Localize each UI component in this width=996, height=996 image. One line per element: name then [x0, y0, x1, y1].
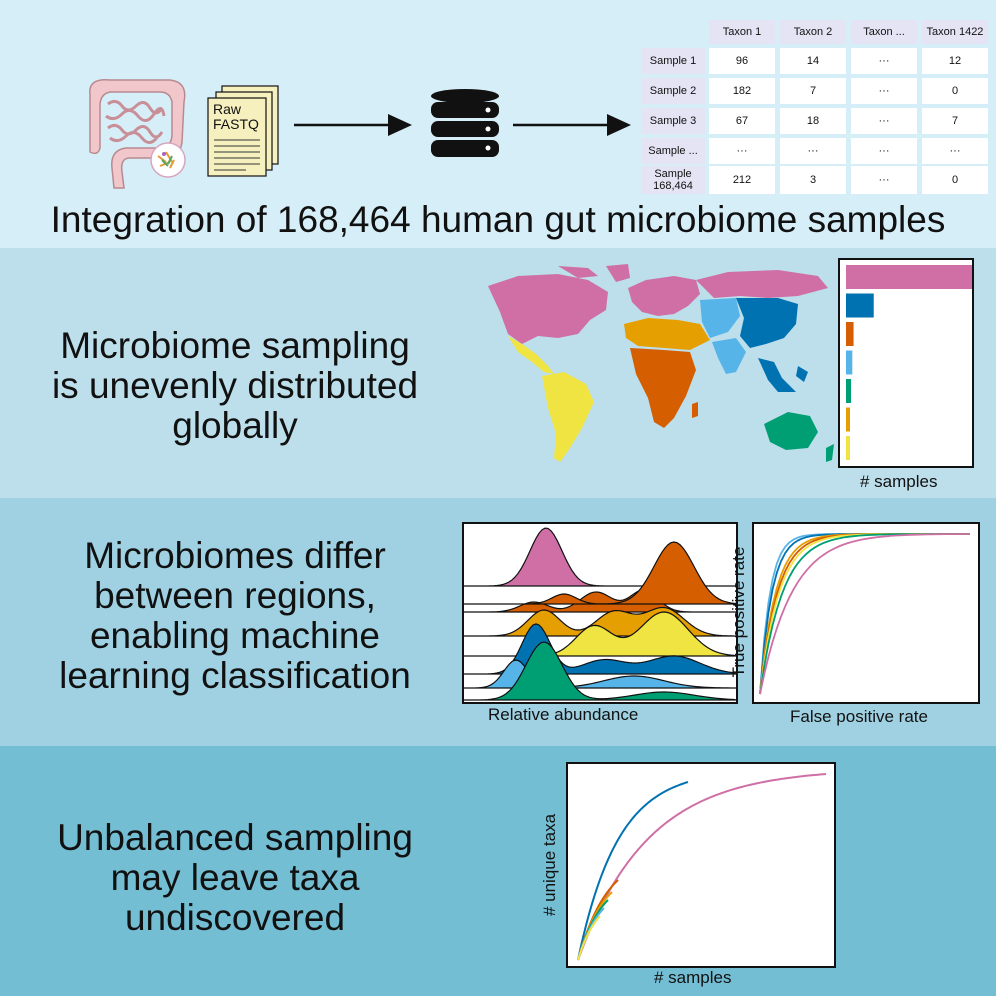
bar: [846, 293, 874, 318]
rarefaction-curve: [577, 781, 689, 961]
database-icon: [431, 89, 499, 157]
table-cell: 12: [922, 48, 988, 74]
rarefaction-ylabel: # unique taxa: [540, 813, 559, 917]
roc-ylabel: True positive rate: [729, 546, 748, 678]
table-row-header: Sample ...: [641, 138, 705, 164]
ridgeline-chart: [462, 522, 739, 704]
ridge-density: [464, 541, 737, 605]
classification-headline: Microbiomes differ between regions, enab…: [59, 535, 411, 696]
gut-icon: [89, 79, 186, 189]
ridgeline-svg: [463, 527, 739, 701]
table-cell: 7: [780, 78, 846, 104]
discovery-headline: Unbalanced sampling may leave taxa undis…: [57, 817, 413, 938]
roc-svg: [759, 533, 970, 695]
table-column-header: Taxon 1422: [922, 20, 988, 44]
fastq-label-line1: Raw: [213, 101, 242, 117]
table-cell: ···: [709, 138, 775, 164]
table-cell: ···: [851, 138, 917, 164]
table-cell: 18: [780, 108, 846, 134]
table-cell: 0: [922, 166, 988, 194]
table-cell: ···: [851, 108, 917, 134]
fastq-document-icon: [207, 85, 279, 177]
roc-chart: [752, 522, 980, 704]
sampling-headline: Microbiome sampling is unevenly distribu…: [51, 325, 419, 446]
roc-curve: [759, 533, 970, 695]
table-row-header: Sample 168,464: [641, 166, 705, 194]
fastq-label: Raw FASTQ: [213, 102, 259, 132]
bar: [846, 436, 850, 460]
table-cell: 7: [922, 108, 988, 134]
table-column-header: Taxon ...: [851, 20, 917, 44]
world-map: [488, 264, 834, 462]
roc-curve: [759, 533, 970, 695]
bar: [846, 379, 852, 403]
table-column-header: Taxon 2: [780, 20, 846, 44]
table-cell: 182: [709, 78, 775, 104]
roc-curve: [759, 533, 970, 695]
bar: [846, 265, 972, 289]
table-cell: 0: [922, 78, 988, 104]
table-cell: 67: [709, 108, 775, 134]
table-row-header: Sample 1: [641, 48, 705, 74]
table-cell: ···: [851, 48, 917, 74]
rarefaction-svg: [577, 773, 827, 961]
table-cell: 212: [709, 166, 775, 194]
table-cell: ···: [780, 138, 846, 164]
page-title: Integration of 168,464 human gut microbi…: [50, 199, 946, 240]
ridge-density: [463, 641, 737, 701]
roc-xlabel: False positive rate: [790, 707, 928, 726]
rarefaction-curve: [577, 915, 601, 961]
table-cell: 3: [780, 166, 846, 194]
roc-curve: [759, 533, 970, 695]
region-bar-chart: [838, 258, 974, 468]
bar: [846, 322, 854, 346]
fastq-label-line2: FASTQ: [213, 116, 259, 132]
roc-curve: [759, 533, 970, 695]
arrow-1: [294, 114, 412, 136]
arrow-2: [513, 114, 631, 136]
bar-chart-svg: [846, 265, 972, 460]
roc-curve: [759, 533, 970, 695]
table-row-header: Sample 3: [641, 108, 705, 134]
rarefaction-curve: [577, 773, 827, 961]
table-cell: ···: [922, 138, 988, 164]
ridgeline-xlabel: Relative abundance: [488, 705, 639, 724]
table-cell: 96: [709, 48, 775, 74]
table-cell: ···: [851, 78, 917, 104]
bar: [846, 350, 853, 375]
table-cell: ···: [851, 166, 917, 194]
table-row-header: Sample 2: [641, 78, 705, 104]
bar: [846, 407, 850, 432]
roc-curve: [759, 533, 970, 695]
bar-chart-xlabel: # samples: [860, 472, 938, 491]
ridge-density: [464, 611, 737, 657]
rarefaction-xlabel: # samples: [654, 968, 732, 987]
ridge-density: [463, 589, 736, 613]
table-cell: 14: [780, 48, 846, 74]
rarefaction-chart: [566, 762, 836, 968]
table-column-header: Taxon 1: [709, 20, 775, 44]
